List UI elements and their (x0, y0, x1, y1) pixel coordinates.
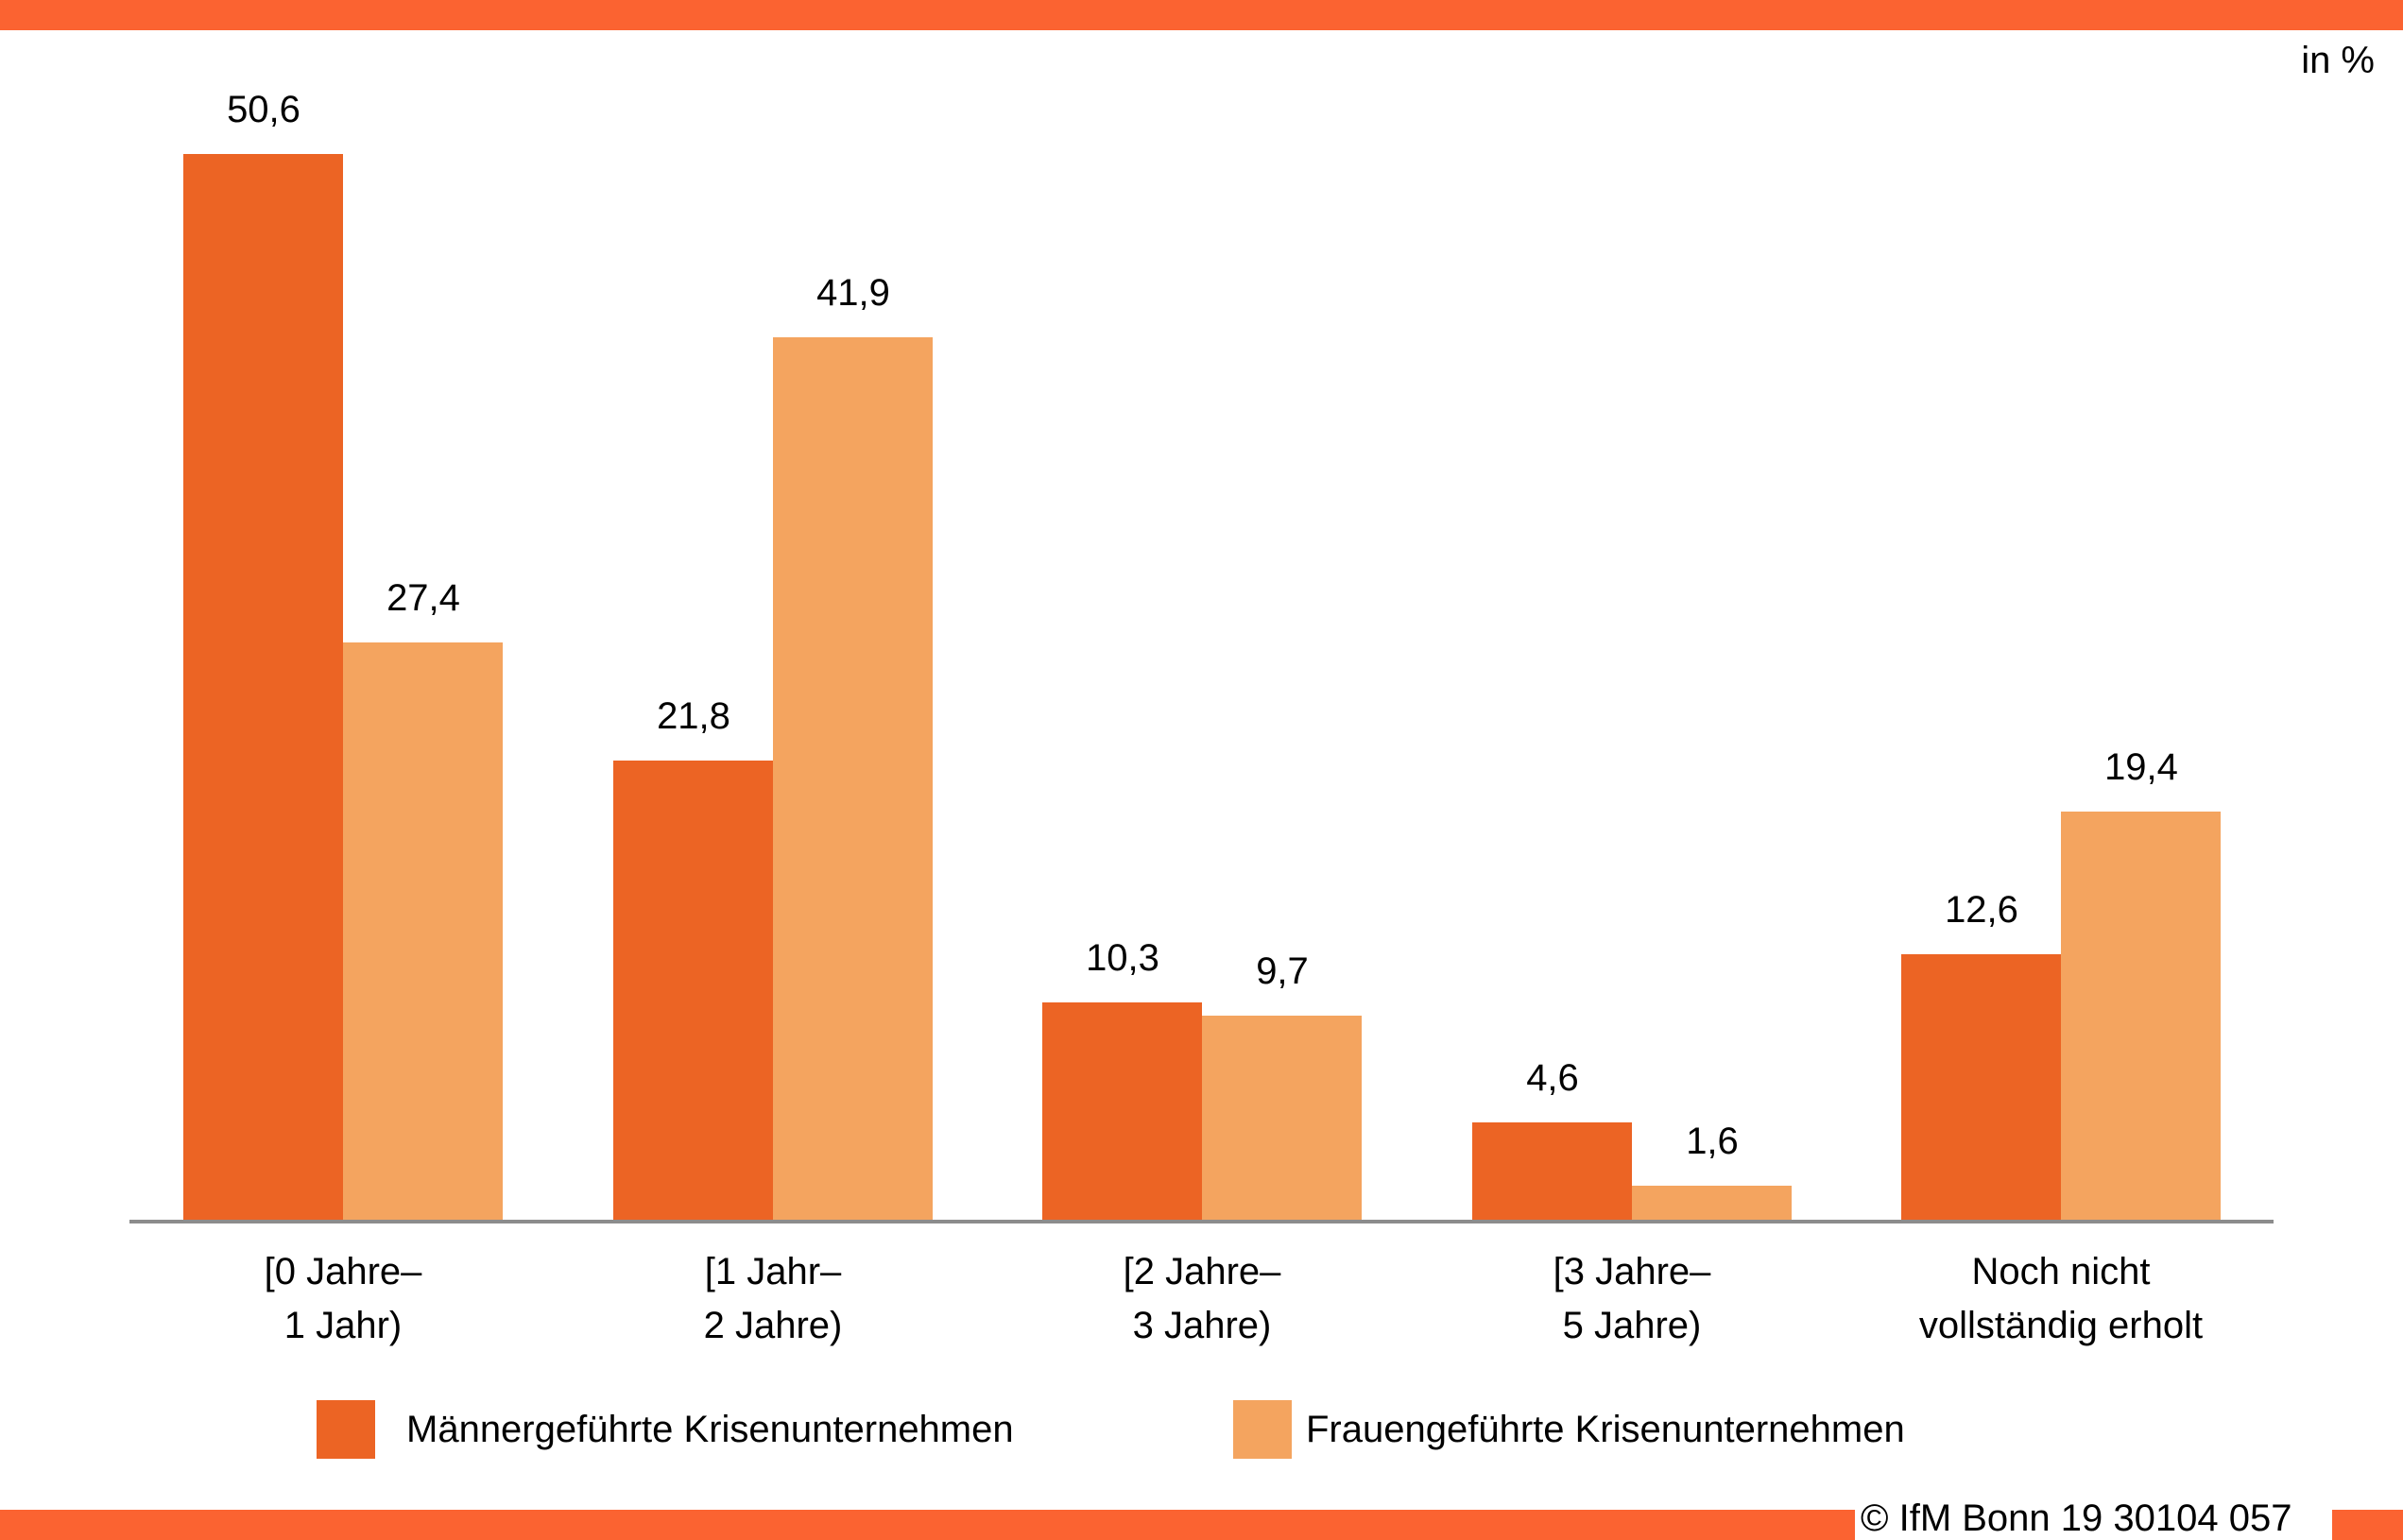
top-accent-band (0, 0, 2403, 30)
bar-series2-cat3 (1202, 1016, 1362, 1220)
bar-value-label-series2-cat3: 9,7 (1256, 950, 1309, 992)
legend-swatch-series2 (1233, 1400, 1292, 1459)
x-axis-line (129, 1220, 2274, 1223)
bar-series1-cat2 (613, 761, 773, 1220)
bar-value-label-series1-cat1: 50,6 (227, 89, 300, 130)
legend-label-series2: Frauengeführte Krisenunternehmen (1306, 1409, 1905, 1450)
bar-value-label-series1-cat4: 4,6 (1526, 1057, 1579, 1099)
copyright-text: © IfM Bonn 19 30104 057 (1861, 1497, 2292, 1539)
bar-series2-cat1 (343, 642, 503, 1220)
category-label-5: Noch nicht vollständig erholt (1918, 1251, 2204, 1346)
bar-series1-cat3 (1042, 1002, 1202, 1220)
unit-label: in % (2301, 40, 2375, 81)
bar-value-label-series2-cat5: 19,4 (2104, 746, 2178, 788)
category-label-3: [2 Jahre– 3 Jahre) (1123, 1251, 1281, 1346)
bar-series1-cat4 (1472, 1122, 1632, 1220)
bar-value-label-series1-cat3: 10,3 (1086, 937, 1159, 979)
category-label-4: [3 Jahre– 5 Jahre) (1553, 1251, 1711, 1346)
bar-series1-cat1 (183, 154, 343, 1220)
category-label-1: [0 Jahre– 1 Jahr) (264, 1251, 422, 1346)
bar-value-label-series2-cat4: 1,6 (1686, 1121, 1739, 1162)
bar-value-label-series1-cat2: 21,8 (657, 695, 730, 737)
copyright-box: © IfM Bonn 19 30104 057 (1855, 1485, 2332, 1540)
bar-value-label-series2-cat1: 27,4 (386, 577, 460, 619)
bar-value-label-series1-cat5: 12,6 (1945, 889, 2018, 931)
legend-label-series1: Männergeführte Krisenunternehmen (406, 1409, 1014, 1450)
category-label-2: [1 Jahr– 2 Jahre) (703, 1251, 843, 1346)
bar-series1-cat5 (1901, 954, 2061, 1220)
bar-series2-cat4 (1632, 1186, 1792, 1220)
bar-series2-cat2 (773, 337, 933, 1220)
legend-swatch-series1 (317, 1400, 375, 1459)
bar-series2-cat5 (2061, 812, 2221, 1220)
bar-value-label-series2-cat2: 41,9 (816, 272, 890, 314)
